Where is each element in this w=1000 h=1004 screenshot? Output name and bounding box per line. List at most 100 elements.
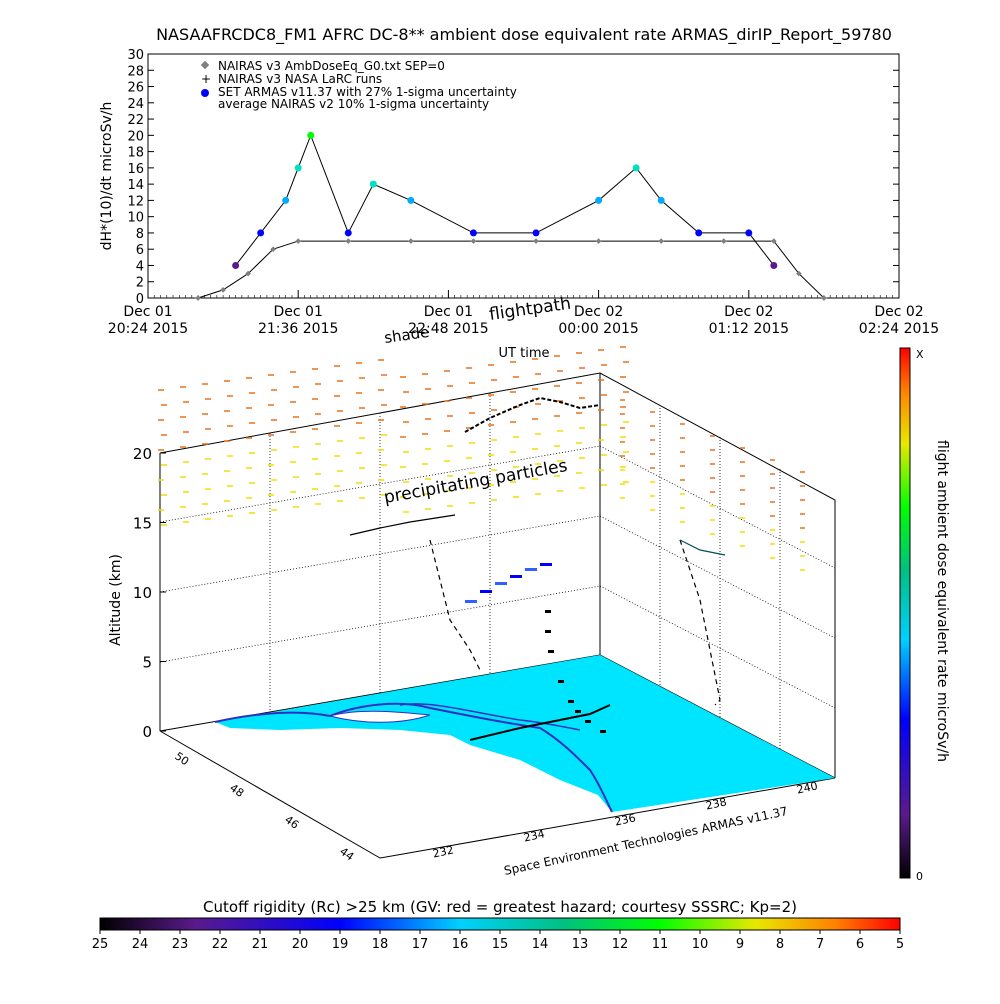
legend-diamond-marker bbox=[200, 60, 210, 70]
flight-dose-dash-dark bbox=[600, 730, 606, 733]
armas-point bbox=[657, 196, 665, 204]
y-tick-label: 16 bbox=[127, 162, 144, 177]
x-tick-label-date: Dec 01 bbox=[123, 304, 172, 320]
flight-dose-dash-dark bbox=[568, 700, 574, 703]
y-tick-label: 22 bbox=[127, 113, 144, 128]
lat-tick-label: 48 bbox=[227, 781, 246, 800]
x-tick-label-time: 02:24 2015 bbox=[859, 321, 939, 337]
nairas-point bbox=[720, 238, 727, 244]
flight-dose-dash bbox=[540, 563, 552, 566]
right-colorbar-label: flight ambient dose equivalent rate micr… bbox=[934, 440, 950, 762]
lat-tick-label: 46 bbox=[282, 813, 301, 832]
bottom-colorbar-tick-label: 11 bbox=[652, 937, 669, 952]
flight-dose-dash-dark bbox=[575, 710, 581, 713]
shade-projection bbox=[464, 396, 601, 433]
flight-path-solid bbox=[349, 514, 456, 536]
y-tick-label: 20 bbox=[127, 129, 144, 144]
armas-point bbox=[745, 229, 753, 237]
legend-dot-marker bbox=[201, 89, 209, 97]
flight-path bbox=[349, 514, 726, 706]
flight-dose-dash bbox=[480, 590, 492, 593]
bottom-colorbar-tick-label: 17 bbox=[412, 937, 429, 952]
nairas-point bbox=[345, 238, 352, 244]
flight-dose-dash bbox=[465, 600, 477, 603]
bottom-colorbar-tick-label: 9 bbox=[736, 937, 744, 952]
top-chart-title: NASAAFRCDC8_FM1 AFRC DC-8** ambient dose… bbox=[156, 25, 892, 45]
legend-label-nairas-v3: NAIRAS v3 AmbDoseEq_G0.txt SEP=0 bbox=[218, 59, 445, 73]
legend-label-nairas-v2: average NAIRAS v2 10% 1-sigma uncertaint… bbox=[218, 97, 489, 111]
top-x-axis-label: UT time bbox=[499, 346, 550, 361]
shade-path-line bbox=[464, 396, 601, 433]
right-colorbar-bottom-label: 0 bbox=[916, 870, 923, 883]
legend-item-armas: SET ARMAS v11.37 with 27% 1-sigma uncert… bbox=[201, 85, 517, 99]
lon-tick-label: 232 bbox=[432, 843, 455, 860]
x-tick-label-date: Dec 02 bbox=[724, 304, 773, 320]
legend-label-armas: SET ARMAS v11.37 with 27% 1-sigma uncert… bbox=[218, 85, 517, 99]
z-tick-label: 20 bbox=[133, 445, 152, 463]
armas-point bbox=[257, 229, 265, 237]
bottom-colorbar-tick-label: 6 bbox=[856, 937, 864, 952]
flight-dose-dash-dark bbox=[585, 720, 591, 723]
particle-dash-field bbox=[158, 346, 805, 571]
bottom-colorbar-tick-label: 20 bbox=[292, 937, 309, 952]
armas-point bbox=[770, 261, 778, 269]
bottom-colorbar-tick-label: 14 bbox=[532, 937, 549, 952]
top-y-axis-label: dH*(10)/dt microSv/h bbox=[99, 102, 115, 251]
top-legend: NAIRAS v3 AmbDoseEq_G0.txt SEP=0 + NAIRA… bbox=[200, 59, 517, 111]
bottom-colorbar-tick-label: 7 bbox=[816, 937, 824, 952]
x-tick-label-date: Dec 02 bbox=[574, 304, 623, 320]
nairas-point bbox=[295, 238, 302, 244]
armas-point bbox=[632, 164, 640, 172]
bottom-colorbar-ticks: 25 24 23 22 21 20 19 18 17 16 15 14 13 12 11 10 9 8 7 6 5 bbox=[92, 930, 904, 952]
bottom-colorbar-gradient bbox=[99, 917, 901, 931]
nairas-point bbox=[195, 295, 201, 301]
flight-dose-dash bbox=[510, 575, 522, 578]
plot3d-lon-ticks: 232 234 236 238 240 bbox=[432, 779, 819, 860]
armas-point bbox=[369, 180, 377, 188]
armas-point bbox=[232, 261, 240, 269]
right-colorbar-gradient bbox=[899, 347, 911, 879]
x-tick-label-time: 01:12 2015 bbox=[709, 321, 789, 337]
bottom-colorbar-tick-label: 24 bbox=[132, 937, 149, 952]
x-tick-label-date: Dec 01 bbox=[424, 304, 473, 320]
bottom-colorbar-tick-label: 12 bbox=[612, 937, 629, 952]
lon-tick-label: 240 bbox=[796, 779, 819, 796]
bottom-colorbar: Cutoff rigidity (Rc) >25 km (GV: red = g… bbox=[92, 898, 904, 952]
shade-label: shade bbox=[383, 323, 430, 347]
nairas-point bbox=[796, 270, 802, 277]
flight-dose-dash-dark bbox=[548, 650, 554, 653]
legend-plus-marker: + bbox=[201, 72, 211, 86]
y-tick-label: 28 bbox=[127, 64, 144, 79]
legend-item-nairas-v3: NAIRAS v3 AmbDoseEq_G0.txt SEP=0 bbox=[200, 59, 445, 73]
plot3d-credit: Space Environment Technologies ARMAS v11… bbox=[503, 804, 789, 878]
bottom-colorbar-tick-label: 23 bbox=[172, 937, 189, 952]
y-tick-label: 8 bbox=[136, 227, 144, 242]
particles-label: precipitating particles bbox=[382, 456, 569, 508]
x-tick-label-time: 22:48 2015 bbox=[408, 321, 488, 337]
flight-dose-markers bbox=[465, 563, 606, 733]
y-tick-label: 26 bbox=[127, 81, 144, 96]
bottom-colorbar-tick-label: 16 bbox=[452, 937, 469, 952]
z-tick-label: 10 bbox=[133, 584, 152, 602]
flight-dose-dash-dark bbox=[545, 630, 551, 633]
z-tick-label: 5 bbox=[142, 654, 152, 672]
x-tick-label-time: 00:00 2015 bbox=[558, 321, 638, 337]
bottom-colorbar-tick-label: 10 bbox=[692, 937, 709, 952]
bottom-colorbar-tick-label: 18 bbox=[372, 937, 389, 952]
y-tick-label: 0 bbox=[136, 292, 144, 307]
nairas-point bbox=[470, 238, 477, 244]
flight-path-dashed-main bbox=[429, 539, 481, 671]
flight-dose-dash-dark bbox=[558, 680, 564, 683]
bottom-colorbar-tick-label: 19 bbox=[332, 937, 349, 952]
nairas-series bbox=[195, 238, 827, 301]
lon-tick-label: 238 bbox=[705, 795, 728, 812]
armas-point bbox=[532, 229, 540, 237]
z-tick-label: 0 bbox=[142, 723, 152, 741]
plot3d: flightpath shade precipitating particles… bbox=[108, 294, 836, 878]
armas-series bbox=[232, 131, 778, 269]
bottom-colorbar-tick-label: 5 bbox=[896, 937, 904, 952]
right-colorbar-top-label: X bbox=[916, 348, 924, 361]
ocean-region bbox=[215, 655, 835, 812]
